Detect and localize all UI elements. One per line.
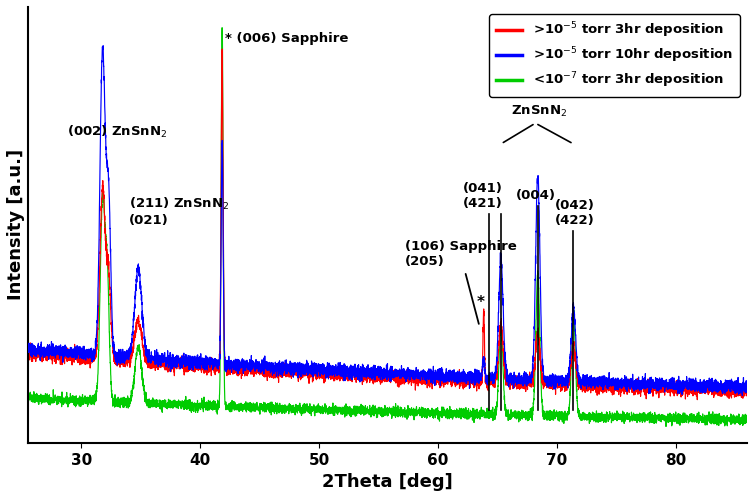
Legend: >10$^{-5}$ torr 3hr deposition, >10$^{-5}$ torr 10hr deposition, <10$^{-7}$ torr: >10$^{-5}$ torr 3hr deposition, >10$^{-5… xyxy=(489,14,740,97)
Text: *: * xyxy=(477,295,485,310)
Text: (106) Sapphire
(205): (106) Sapphire (205) xyxy=(405,241,516,324)
Text: (042)
(422): (042) (422) xyxy=(555,199,595,227)
Text: ZnSnN$_2$: ZnSnN$_2$ xyxy=(511,104,567,119)
Text: * (006) Sapphire: * (006) Sapphire xyxy=(225,31,348,45)
Text: (004): (004) xyxy=(516,189,556,202)
Text: (041)
(421): (041) (421) xyxy=(463,182,503,210)
Y-axis label: Intensity [a.u.]: Intensity [a.u.] xyxy=(7,149,25,300)
X-axis label: 2Theta [deg]: 2Theta [deg] xyxy=(322,473,452,491)
Text: (002) ZnSnN$_2$: (002) ZnSnN$_2$ xyxy=(67,124,167,140)
Text: (211) ZnSnN$_2$
(021): (211) ZnSnN$_2$ (021) xyxy=(129,196,229,227)
